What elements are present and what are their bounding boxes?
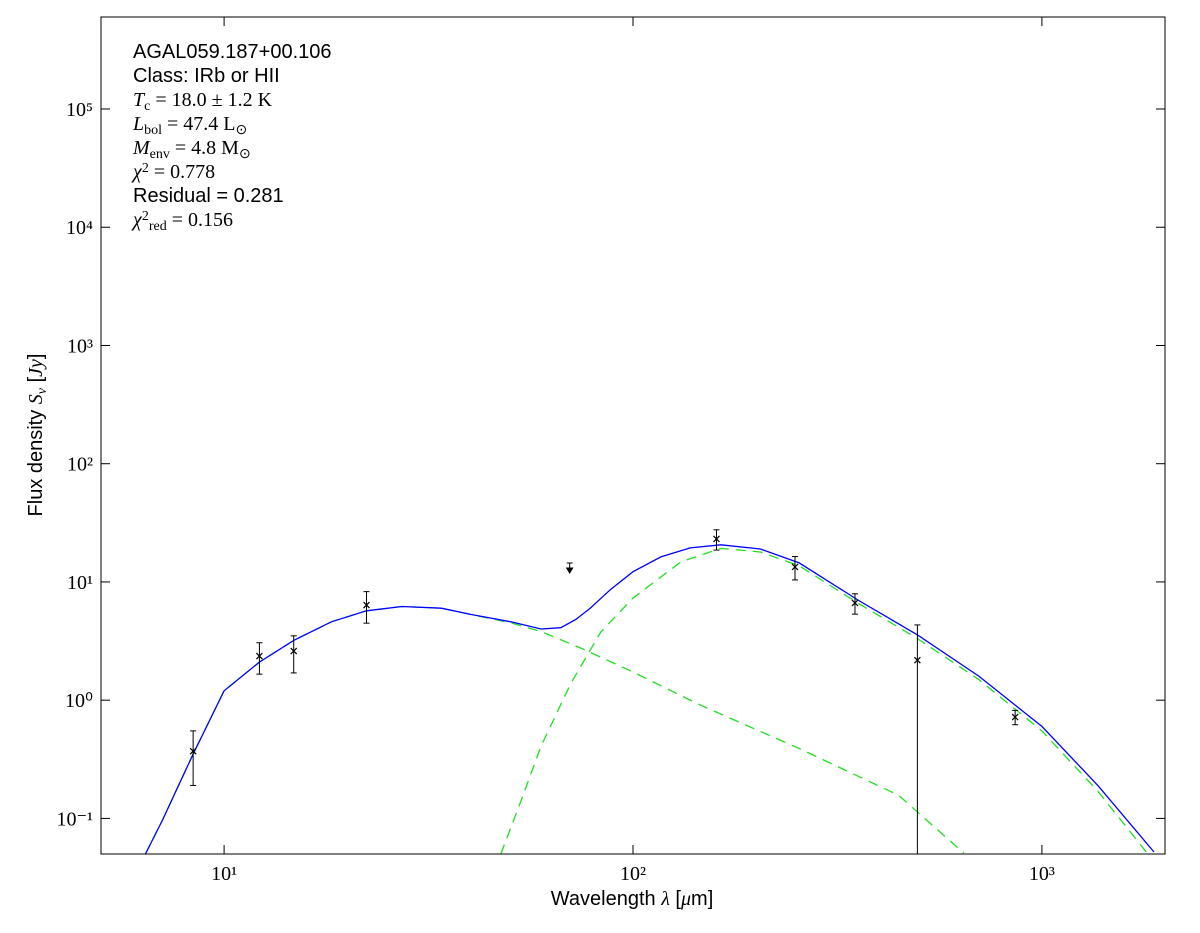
annotation-part: c [144,99,150,114]
data-point [290,647,298,655]
y-axis-label-part: ν [35,387,50,394]
x-axis-label-part: λ [660,888,670,910]
annotation-part: = 18.0 ± 1.2 K [150,89,272,111]
data-point [713,535,720,543]
x-axis-label-part: μ [680,888,691,910]
annotation-part: L [132,113,144,135]
annotation-part: = 0.156 [167,209,233,231]
data-point [363,601,370,609]
plot-area [144,529,1155,854]
data-point [255,652,263,660]
annotation-part: = 0.778 [149,161,215,183]
y-tick-label: 10⁻¹ [56,808,93,830]
annotation: Lbol = 47.4 L⊙ [132,113,247,138]
annotation-part: T [133,89,146,111]
annotation: Menv = 4.8 M⊙ [132,137,251,162]
error-bar [713,529,720,551]
y-axis-label-part: S [25,394,47,404]
x-tick-label: 10³ [1029,863,1055,885]
error-bar [851,593,858,615]
data-point [851,599,859,607]
annotation-part: 2 [142,161,149,176]
y-tick-label: 10³ [67,335,93,357]
y-axis-label-part: Jy [25,359,47,377]
annotation-part: ⊙ [239,147,251,162]
x-axis-label-part: [ [670,888,682,910]
model-curve [500,547,1147,854]
y-axis-label-part: Flux density [25,404,47,516]
model-curve [144,605,965,854]
annotation-part: χ [131,209,143,231]
annotation-part: M [132,137,151,159]
error-bar [363,591,370,624]
annotation: χ2 = 0.778 [131,161,215,183]
annotation-part: 2 [142,209,149,224]
annotation-part: = 4.8 M [170,137,239,159]
annotation-part: Residual = 0.281 [133,185,284,207]
annotation: Class: IRb or HII [133,65,280,87]
error-bar [914,624,921,854]
annotation-part: Class: IRb or HII [133,65,280,87]
annotation-part: red [149,219,167,234]
y-tick-label: 10² [67,454,93,476]
error-bar [190,730,197,786]
y-axis-label-part: [ [25,376,47,388]
error-bar [256,642,263,675]
data-point [791,563,799,571]
data-point [1011,713,1019,721]
x-tick-label: 10² [620,863,646,885]
annotation-part: χ [131,161,143,183]
y-tick-label: 10⁴ [66,217,93,239]
annotation: AGAL059.187+00.106 [133,41,332,63]
annotation: Residual = 0.281 [133,185,284,207]
error-bar [792,556,799,581]
annotation-part: AGAL059.187+00.106 [133,41,332,63]
x-axis-label: Wavelength λ [μm] [551,888,714,910]
y-tick-label: 10⁰ [65,690,93,712]
x-axis-label-part: m] [691,888,713,910]
annotation: χ2red = 0.156 [131,209,233,234]
annotation-part: ⊙ [236,123,248,138]
y-axis-label-part: ] [25,354,47,360]
annotation-part: bol [144,123,162,138]
annotation-part: env [150,147,170,162]
annotation: Tc = 18.0 ± 1.2 K [133,89,273,114]
data-point [189,747,197,755]
upper-limit [565,562,574,575]
data-point [913,656,921,664]
error-bar [290,635,297,674]
model-curve [144,544,1155,854]
annotation-part: = 47.4 L [162,113,236,135]
x-axis-label-part: Wavelength [551,888,661,910]
x-tick-label: 10¹ [211,863,237,885]
y-tick-label: 10⁵ [66,99,93,121]
y-tick-label: 10¹ [67,572,93,594]
y-axis-label: Flux density Sν [Jy] [25,354,50,517]
